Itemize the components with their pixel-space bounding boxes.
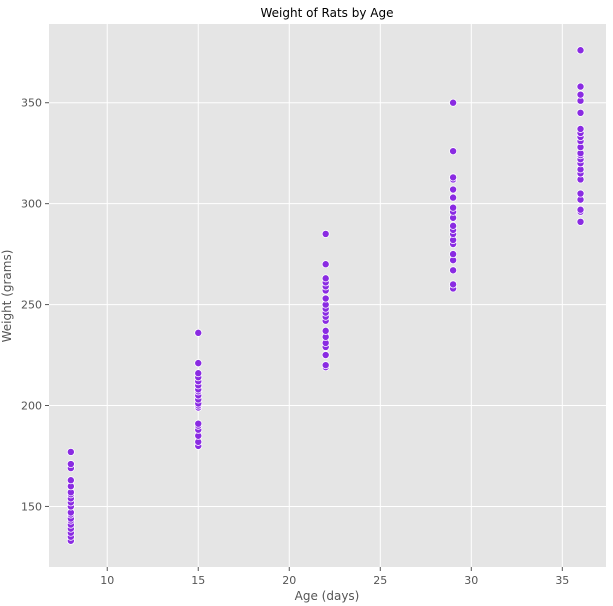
x-tick-label: 30 [464,574,478,587]
data-point [321,351,330,360]
data-point [449,266,458,275]
data-point [576,90,585,99]
data-point [576,46,585,55]
data-point [194,328,203,337]
data-point [576,124,585,133]
chart-title: Weight of Rats by Age [261,6,394,20]
data-point [449,147,458,156]
y-tick-label: 350 [21,97,42,110]
y-tick-label: 300 [21,198,42,211]
data-point [449,193,458,202]
axis-ticks: 10 15 20 25 30 35 150 200 250 300 350 [21,97,569,587]
data-point [449,185,458,194]
x-axis-label: Age (days) [295,589,360,603]
y-tick-label: 150 [21,500,42,513]
data-point [576,217,585,226]
data-point [321,260,330,269]
data-point [321,274,330,283]
data-point [449,98,458,107]
data-point [66,476,75,485]
data-point [576,189,585,198]
x-tick-label: 15 [191,574,205,587]
x-tick-label: 10 [100,574,114,587]
x-tick-label: 25 [373,574,387,587]
data-point [576,82,585,91]
grid-lines [49,24,606,567]
data-point [194,359,203,368]
y-axis-label: Weight (grams) [0,250,14,343]
data-points [66,46,585,545]
y-tick-label: 250 [21,299,42,312]
x-tick-label: 20 [282,574,296,587]
data-point [449,173,458,182]
data-point [576,205,585,214]
data-point [449,250,458,259]
data-point [194,419,203,428]
data-point [576,108,585,117]
x-tick-label: 35 [555,574,569,587]
y-tick-label: 200 [21,400,42,413]
data-point [449,280,458,289]
data-point [321,294,330,303]
data-point [194,369,203,378]
data-point [449,221,458,230]
data-point [321,326,330,335]
data-point [321,361,330,370]
data-point [449,203,458,212]
data-point [321,229,330,238]
data-point [66,447,75,456]
data-point [66,460,75,469]
